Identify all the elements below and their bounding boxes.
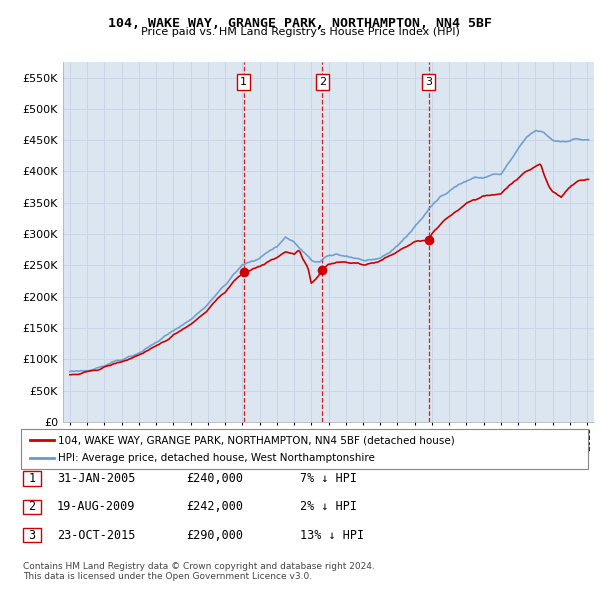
Text: 7% ↓ HPI: 7% ↓ HPI xyxy=(300,472,357,485)
Text: 13% ↓ HPI: 13% ↓ HPI xyxy=(300,529,364,542)
Text: 1: 1 xyxy=(28,472,35,485)
Text: Price paid vs. HM Land Registry's House Price Index (HPI): Price paid vs. HM Land Registry's House … xyxy=(140,27,460,37)
Text: Contains HM Land Registry data © Crown copyright and database right 2024.
This d: Contains HM Land Registry data © Crown c… xyxy=(23,562,374,581)
Text: 104, WAKE WAY, GRANGE PARK, NORTHAMPTON, NN4 5BF: 104, WAKE WAY, GRANGE PARK, NORTHAMPTON,… xyxy=(108,17,492,30)
Text: HPI: Average price, detached house, West Northamptonshire: HPI: Average price, detached house, West… xyxy=(58,453,375,463)
Text: 2% ↓ HPI: 2% ↓ HPI xyxy=(300,500,357,513)
Text: 31-JAN-2005: 31-JAN-2005 xyxy=(57,472,136,485)
Text: £240,000: £240,000 xyxy=(186,472,243,485)
Text: £290,000: £290,000 xyxy=(186,529,243,542)
Text: 3: 3 xyxy=(28,529,35,542)
Text: £242,000: £242,000 xyxy=(186,500,243,513)
Text: 104, WAKE WAY, GRANGE PARK, NORTHAMPTON, NN4 5BF (detached house): 104, WAKE WAY, GRANGE PARK, NORTHAMPTON,… xyxy=(58,435,455,445)
Text: 23-OCT-2015: 23-OCT-2015 xyxy=(57,529,136,542)
Text: 2: 2 xyxy=(319,77,326,87)
Text: 3: 3 xyxy=(425,77,432,87)
Text: 19-AUG-2009: 19-AUG-2009 xyxy=(57,500,136,513)
Text: 1: 1 xyxy=(240,77,247,87)
Text: 2: 2 xyxy=(28,500,35,513)
